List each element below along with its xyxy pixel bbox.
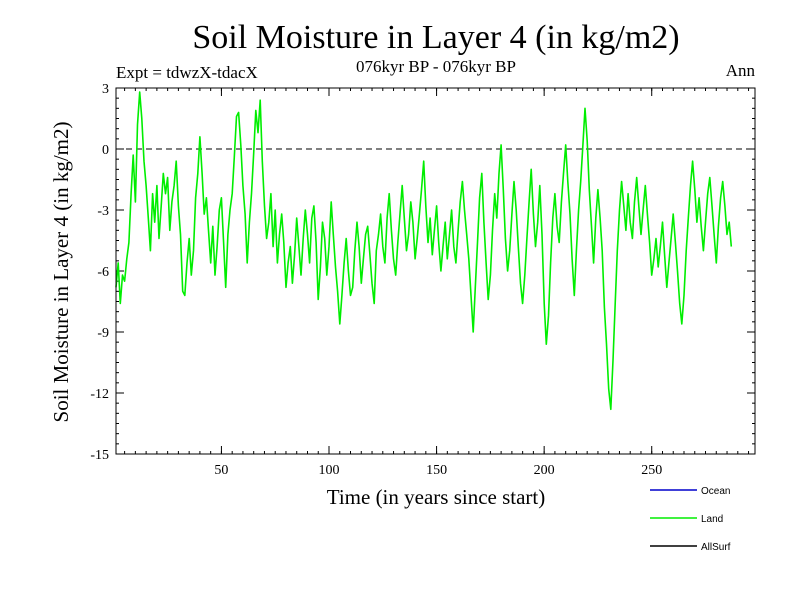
period-label: Ann (726, 61, 756, 80)
x-tick-label: 100 (319, 463, 340, 478)
chart-title: Soil Moisture in Layer 4 (in kg/m2) (192, 19, 679, 56)
experiment-label: Expt = tdwzX-tdacX (116, 63, 258, 82)
legend-label-allsurf: AllSurf (701, 542, 731, 553)
y-tick-label: -15 (90, 448, 109, 463)
x-tick-label: 50 (214, 463, 228, 478)
x-tick-label: 150 (426, 463, 447, 478)
y-tick-label: -3 (97, 204, 109, 219)
y-tick-label: 0 (102, 143, 109, 158)
x-tick-label: 250 (641, 463, 662, 478)
y-tick-label: -9 (97, 326, 109, 341)
plot-frame (115, 87, 756, 455)
x-tick-label: 200 (534, 463, 555, 478)
y-tick-label: 3 (102, 82, 109, 97)
legend-label-ocean: Ocean (701, 486, 730, 497)
y-tick-label: -12 (90, 387, 109, 402)
legend: Ocean Land AllSurf (650, 486, 731, 553)
chart-subtitle: 076kyr BP - 076kyr BP (356, 57, 516, 76)
plot-area: 3 0 -3 -6 -9 -12 -15 50 100 150 200 250 (90, 82, 756, 478)
y-tick-label: -6 (97, 265, 109, 280)
legend-label-land: Land (701, 514, 723, 525)
series-line-land (115, 91, 733, 411)
y-axis-label: Soil Moisture in Layer 4 (in kg/m2) (49, 122, 73, 423)
x-axis-label: Time (in years since start) (327, 485, 546, 509)
